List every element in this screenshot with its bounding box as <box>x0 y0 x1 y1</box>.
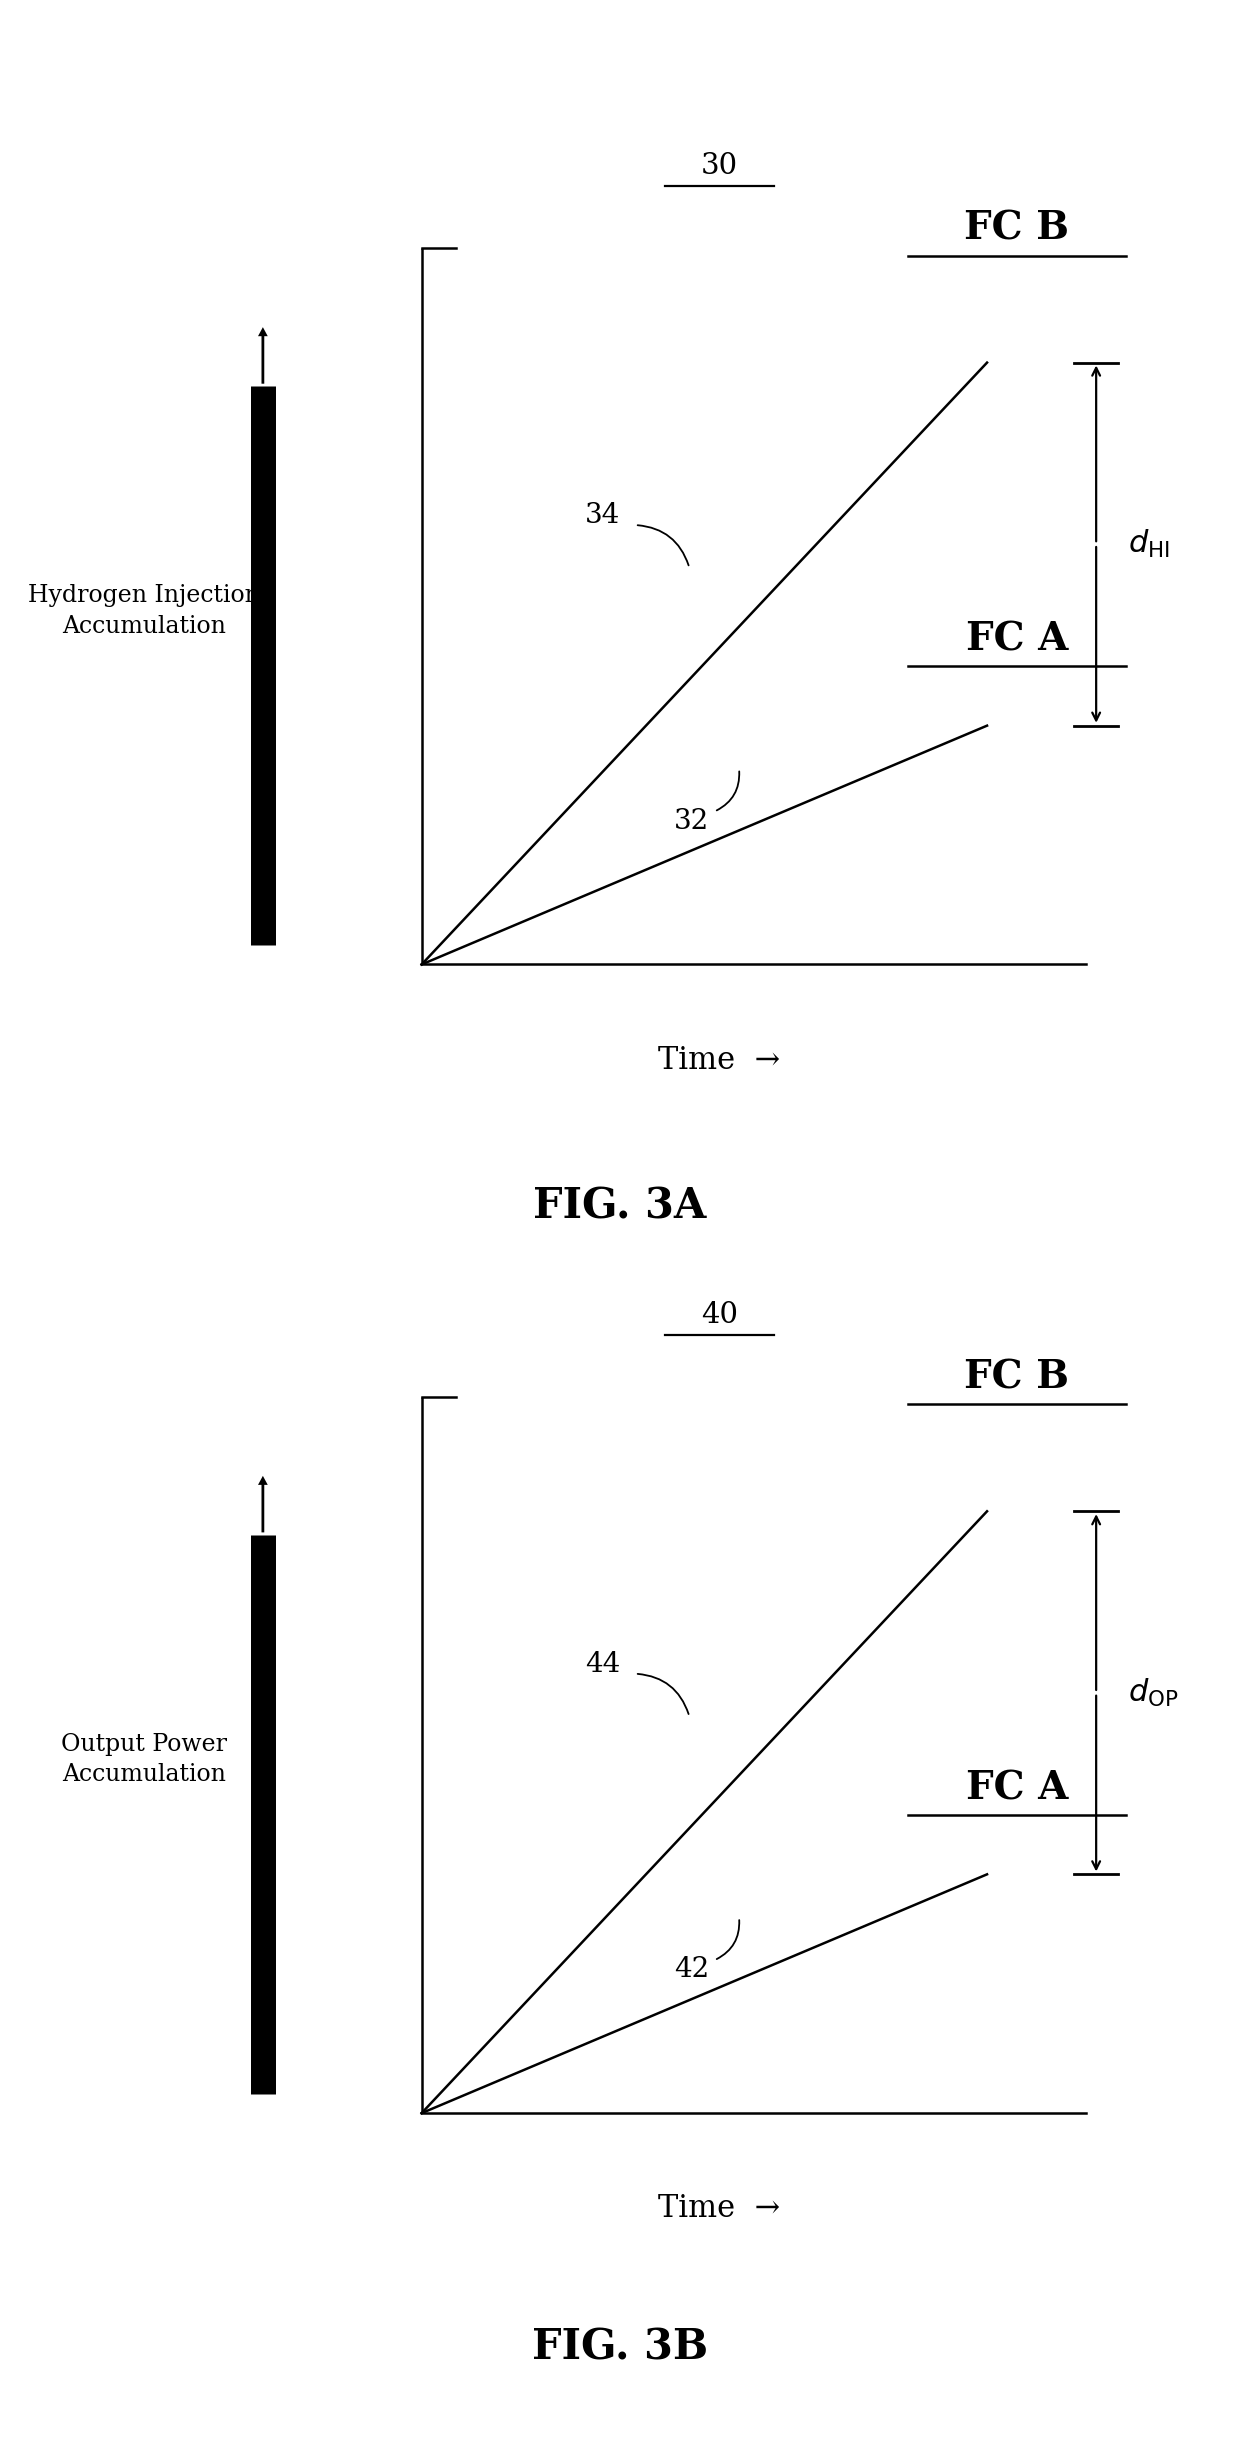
Text: 34: 34 <box>585 501 620 528</box>
Text: 30: 30 <box>701 152 738 181</box>
Text: 32: 32 <box>675 807 709 836</box>
Text: $d_{\rm OP}$: $d_{\rm OP}$ <box>1128 1677 1178 1708</box>
Text: 44: 44 <box>585 1650 620 1677</box>
Text: Time  →: Time → <box>658 1044 780 1075</box>
Text: FIG. 3B: FIG. 3B <box>532 2327 708 2368</box>
Text: FC A: FC A <box>966 1769 1068 1809</box>
Text: 42: 42 <box>675 1955 709 1985</box>
Text: Hydrogen Injection
Accumulation: Hydrogen Injection Accumulation <box>29 584 259 638</box>
Text: FC B: FC B <box>965 210 1069 247</box>
Text: Output Power
Accumulation: Output Power Accumulation <box>61 1733 227 1787</box>
Text: FC B: FC B <box>965 1359 1069 1396</box>
Text: 40: 40 <box>701 1300 738 1330</box>
Text: Time  →: Time → <box>658 2192 780 2224</box>
Text: FC A: FC A <box>966 621 1068 660</box>
Text: FIG. 3A: FIG. 3A <box>533 1185 707 1227</box>
Text: $d_{\rm HI}$: $d_{\rm HI}$ <box>1128 528 1169 560</box>
